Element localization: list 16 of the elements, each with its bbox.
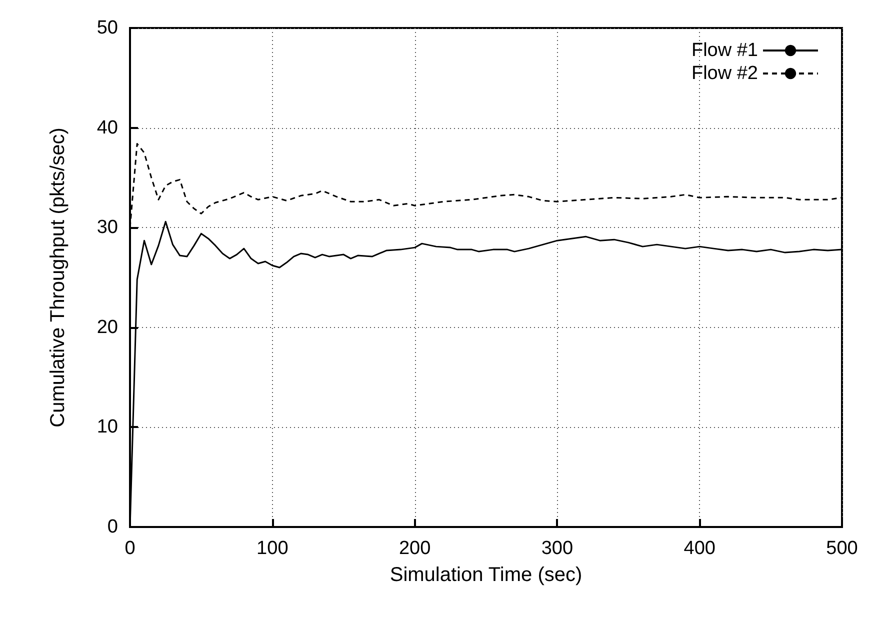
x-tick-label: 0 (124, 538, 136, 559)
x-tick-label: 100 (256, 538, 288, 559)
y-tick-label: 50 (96, 18, 118, 38)
y-tick-label: 0 (107, 516, 118, 538)
legend-label: Flow #1 (691, 40, 758, 61)
y-tick-label: 40 (96, 117, 118, 138)
x-tick-label: 300 (541, 538, 574, 559)
y-tick-label: 20 (96, 316, 118, 338)
x-axis-title: Simulation Time (sec) (390, 564, 582, 586)
x-tick-label: 400 (684, 538, 716, 559)
x-tick-label: 200 (398, 538, 431, 559)
x-tick-label: 500 (826, 538, 858, 559)
legend-label: Flow #2 (691, 63, 758, 84)
y-axis-title: Cumulative Throughput (pkts/sec) (47, 128, 69, 428)
y-tick-label: 30 (96, 217, 118, 238)
y-tick-label: 10 (96, 416, 118, 438)
